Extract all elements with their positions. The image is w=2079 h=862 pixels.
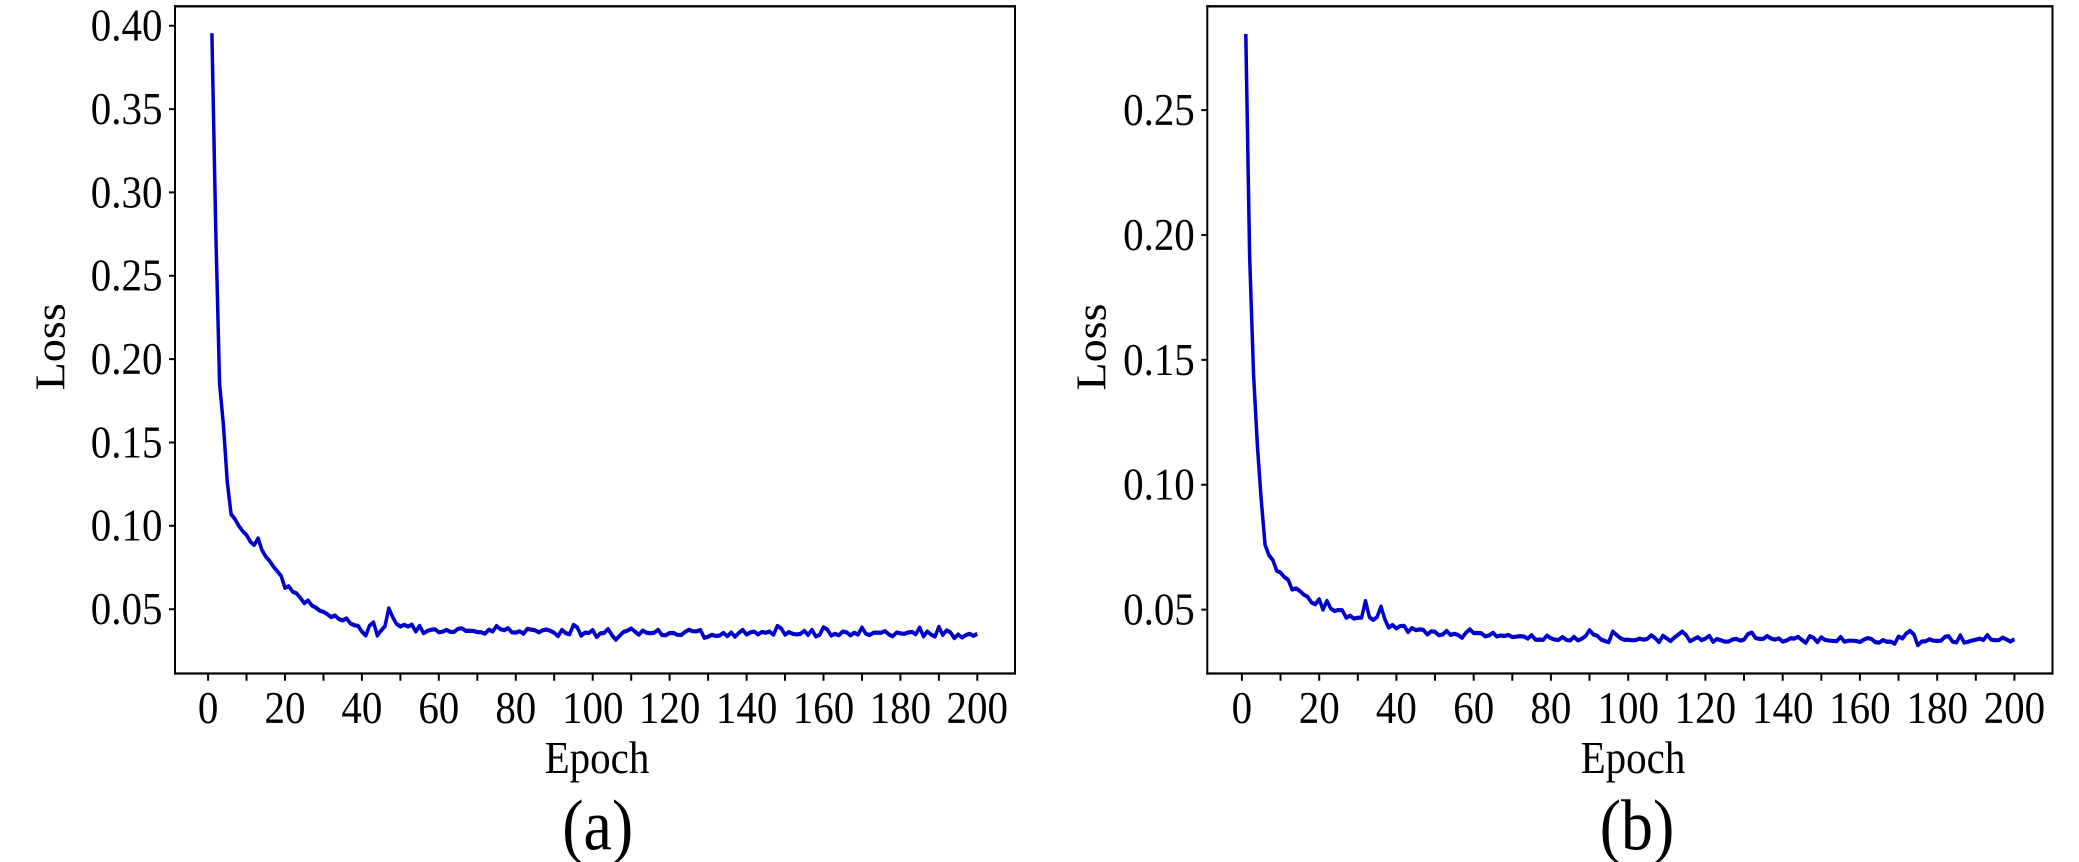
svg-text:20: 20 (265, 684, 306, 733)
svg-text:0.05: 0.05 (91, 585, 163, 634)
svg-text:0.15: 0.15 (1123, 336, 1195, 385)
svg-text:40: 40 (1376, 684, 1417, 733)
svg-text:0.05: 0.05 (1123, 586, 1195, 635)
svg-text:0.25: 0.25 (1123, 86, 1195, 135)
svg-text:Epoch: Epoch (1581, 734, 1686, 783)
svg-text:200: 200 (947, 684, 1008, 733)
svg-text:180: 180 (870, 684, 931, 733)
svg-text:40: 40 (341, 684, 382, 733)
svg-text:Loss: Loss (27, 303, 74, 390)
svg-text:180: 180 (1906, 684, 1967, 733)
svg-text:100: 100 (562, 684, 623, 733)
svg-text:60: 60 (1453, 684, 1494, 733)
svg-text:0.20: 0.20 (1123, 211, 1195, 260)
svg-text:(b): (b) (1600, 785, 1675, 862)
svg-text:80: 80 (495, 684, 536, 733)
svg-text:60: 60 (418, 684, 459, 733)
svg-text:Epoch: Epoch (545, 734, 650, 783)
svg-text:0.10: 0.10 (1123, 461, 1195, 510)
svg-text:140: 140 (1752, 684, 1813, 733)
svg-text:160: 160 (1829, 684, 1890, 733)
svg-text:0.15: 0.15 (91, 419, 163, 468)
svg-text:Loss: Loss (1068, 303, 1115, 390)
svg-text:160: 160 (793, 684, 854, 733)
svg-text:80: 80 (1530, 684, 1571, 733)
svg-text:200: 200 (1984, 684, 2045, 733)
svg-text:0: 0 (1232, 684, 1252, 733)
svg-text:0: 0 (198, 684, 218, 733)
svg-text:120: 120 (1675, 684, 1736, 733)
svg-text:(a): (a) (562, 785, 633, 862)
svg-text:140: 140 (716, 684, 777, 733)
svg-text:20: 20 (1299, 684, 1340, 733)
svg-text:0.20: 0.20 (91, 335, 163, 384)
svg-text:100: 100 (1597, 684, 1658, 733)
svg-text:0.40: 0.40 (91, 2, 163, 51)
svg-text:0.30: 0.30 (91, 169, 163, 218)
svg-text:0.35: 0.35 (91, 85, 163, 134)
svg-text:0.10: 0.10 (91, 502, 163, 551)
svg-text:120: 120 (639, 684, 700, 733)
svg-text:0.25: 0.25 (91, 252, 163, 301)
